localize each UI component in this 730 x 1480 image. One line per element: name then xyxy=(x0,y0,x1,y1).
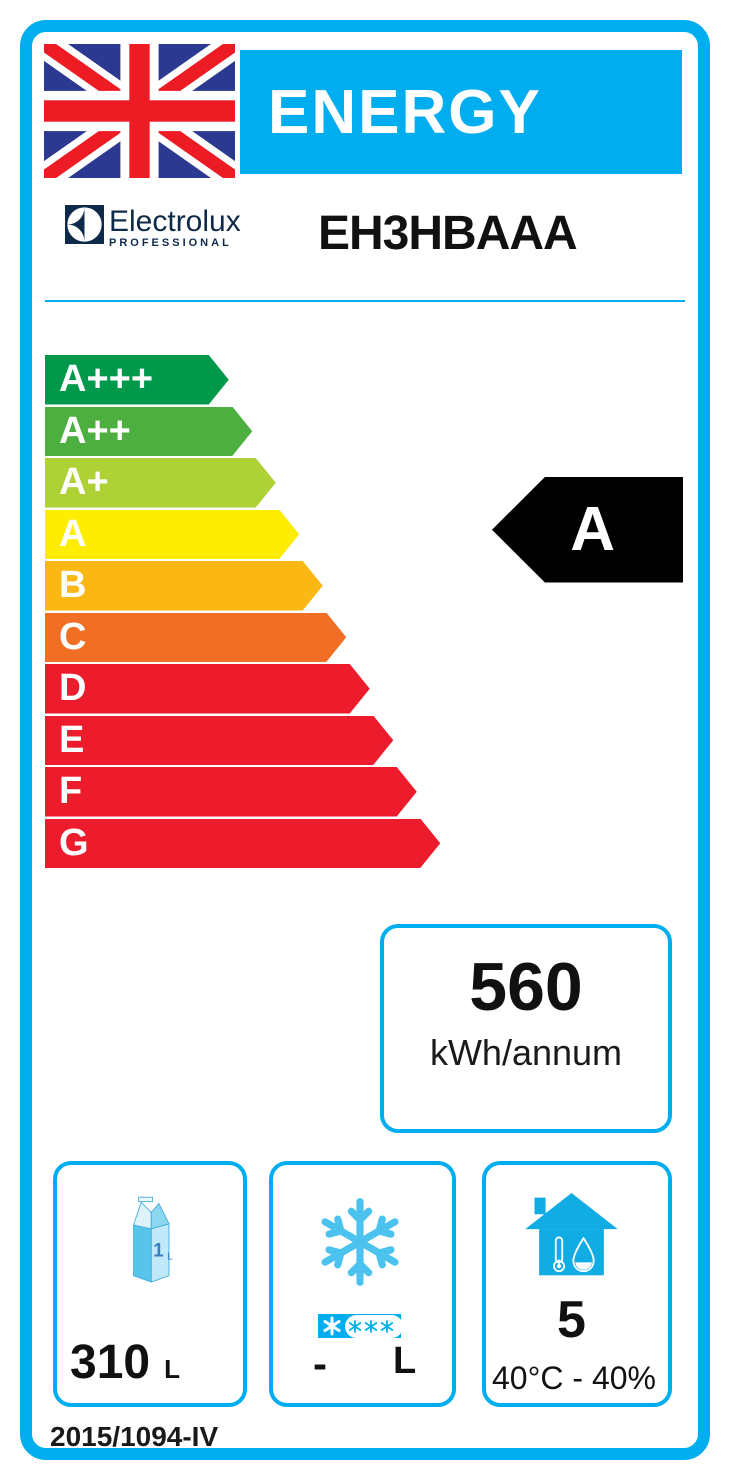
svg-text:1: 1 xyxy=(153,1241,164,1262)
svg-text:L: L xyxy=(167,1251,173,1262)
